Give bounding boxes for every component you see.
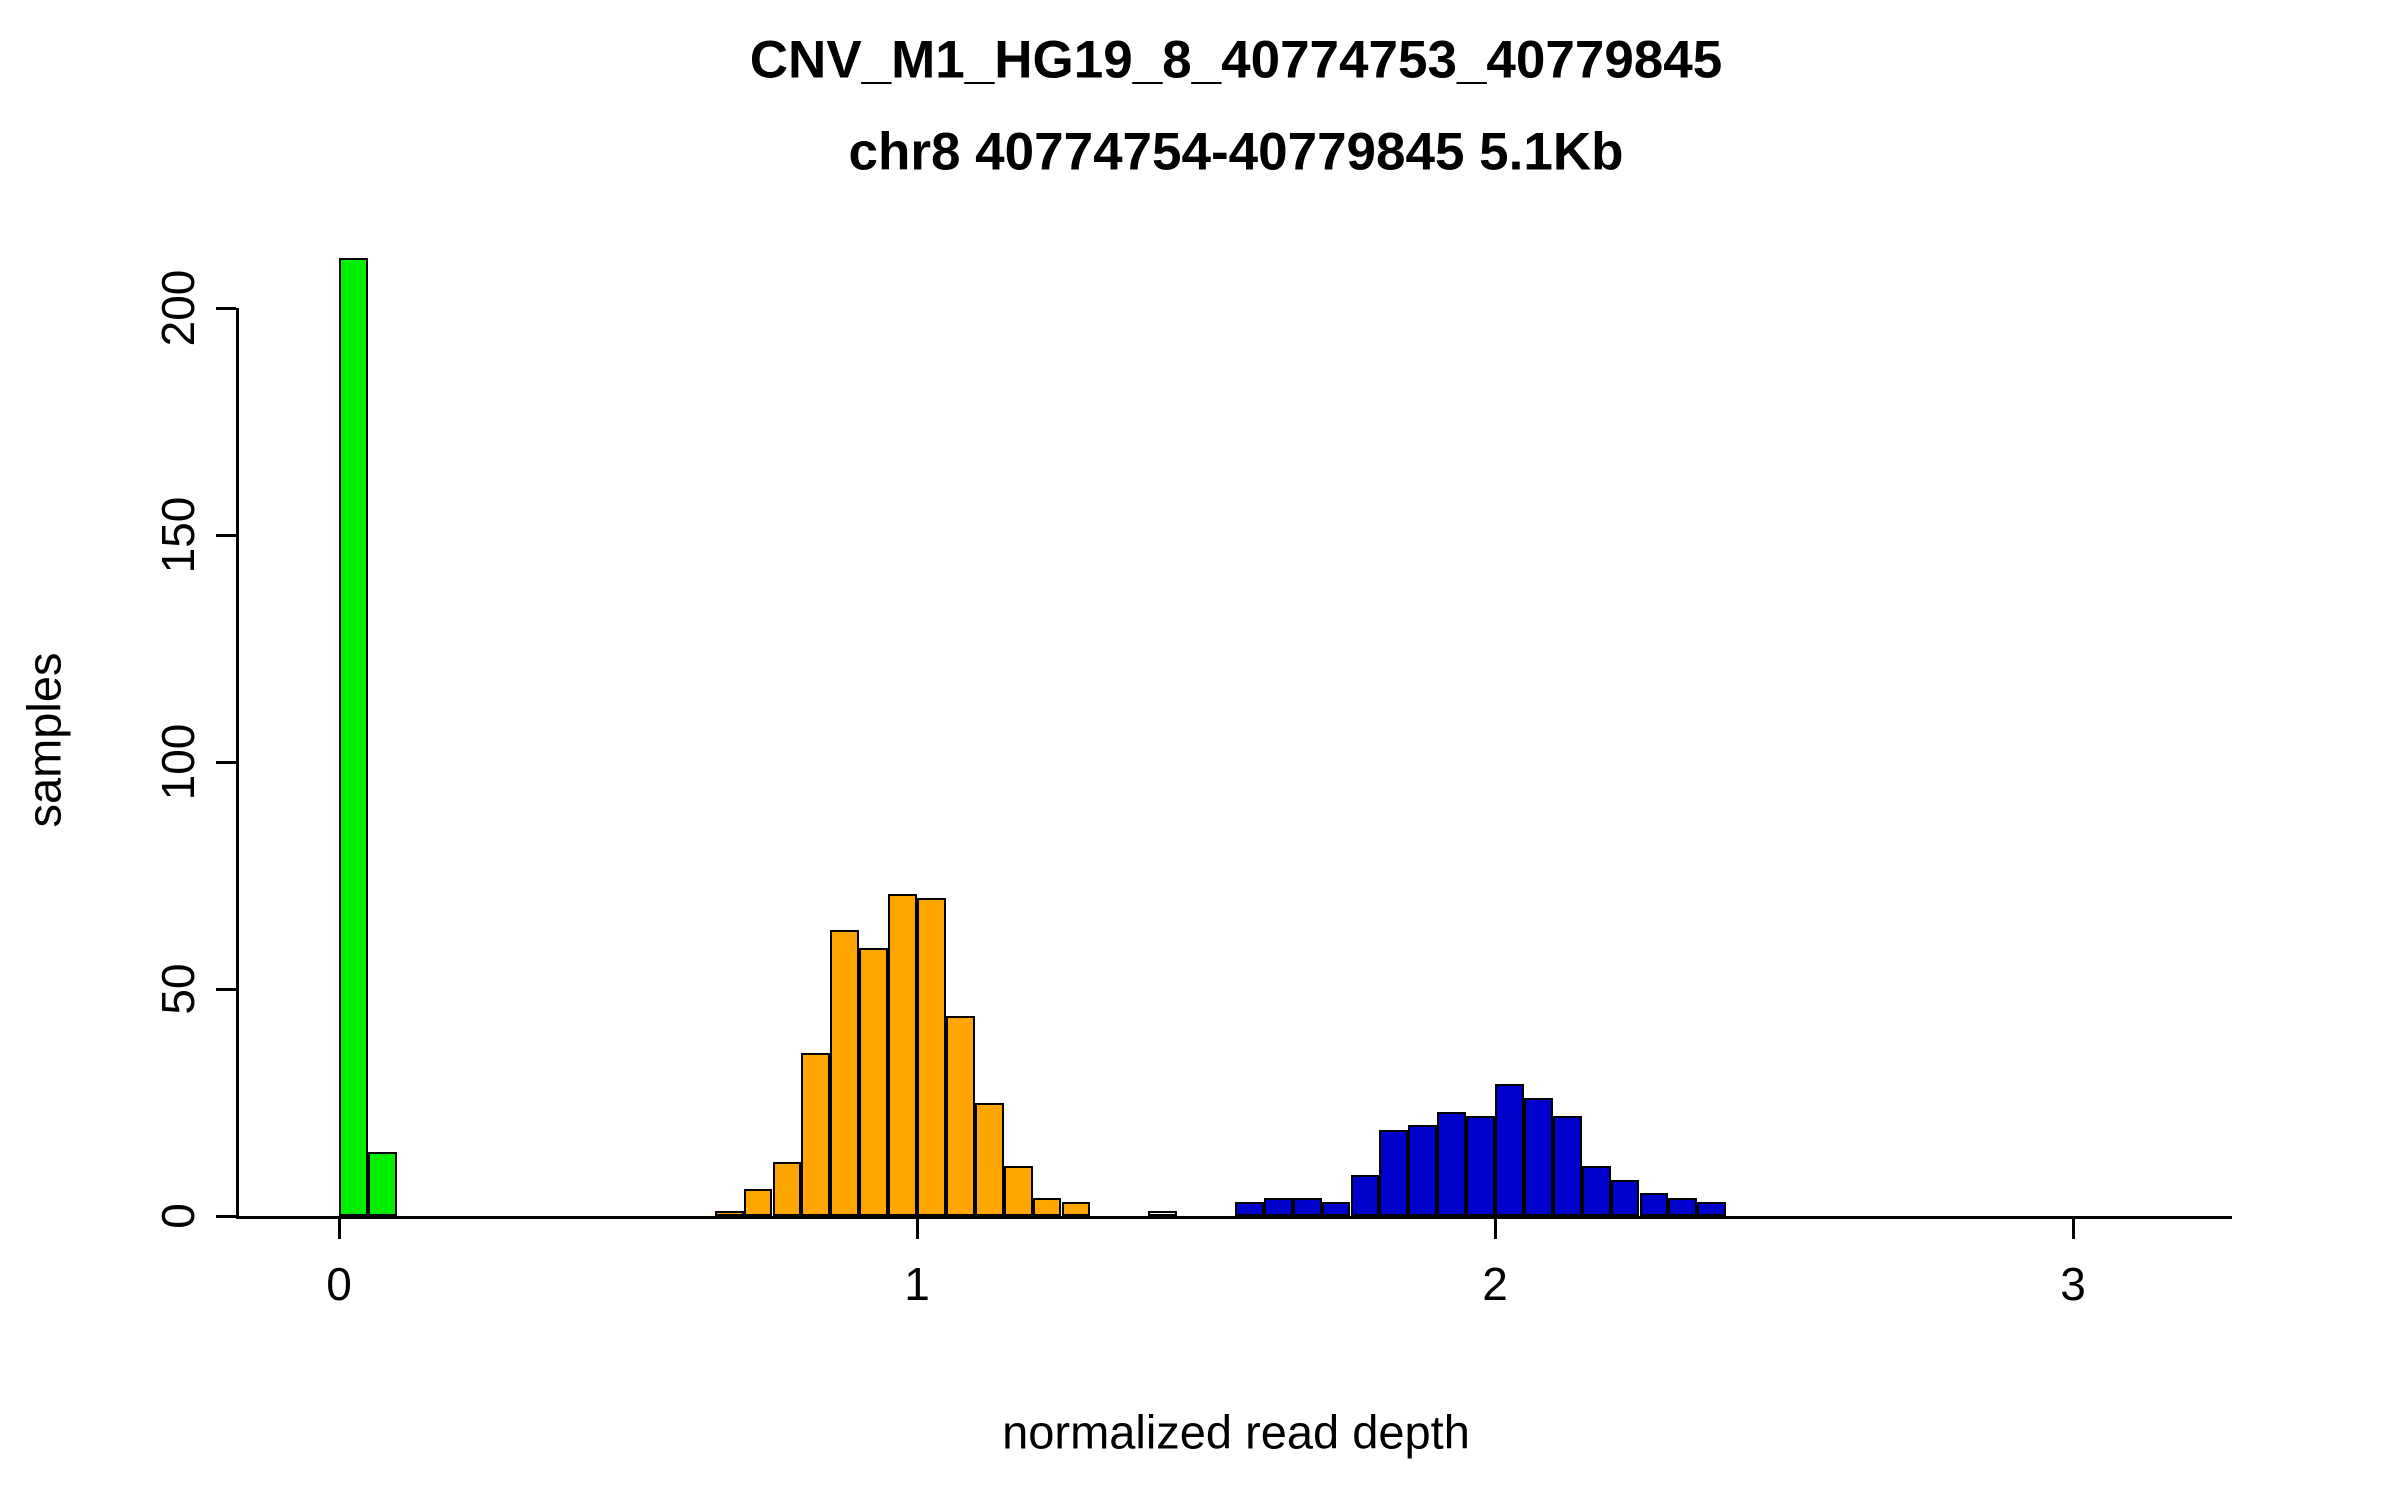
y-axis-title: samples (17, 652, 71, 828)
histogram-bar-orange (772, 1161, 802, 1216)
y-axis-tick (216, 534, 236, 537)
x-axis-line (238, 1216, 2232, 1219)
histogram-bar-orange (917, 898, 946, 1216)
y-tick-label: 50 (152, 963, 204, 1015)
y-tick-label: 0 (152, 1203, 204, 1229)
x-tick-label: 0 (326, 1258, 352, 1310)
x-tick-label: 2 (1482, 1258, 1508, 1310)
y-tick-label: 100 (152, 723, 204, 801)
histogram-bar-blue (1379, 1129, 1409, 1216)
histogram-bar-blue (1639, 1193, 1669, 1216)
histogram-bar-blue (1408, 1125, 1438, 1216)
x-axis-tick (2072, 1219, 2075, 1239)
histogram-bar-blue (1437, 1111, 1467, 1216)
y-axis-tick (216, 761, 236, 764)
histogram-bar-blue (1321, 1202, 1351, 1216)
histogram-bar-orange (1061, 1202, 1091, 1216)
histogram-bar-white (1148, 1211, 1178, 1216)
histogram-bar-orange (714, 1211, 744, 1216)
y-tick-label: 200 (152, 269, 204, 347)
chart-subtitle: chr8 40774754-40779845 5.1Kb (848, 122, 1624, 182)
histogram-bar-orange (1003, 1166, 1033, 1216)
x-axis-tick (1494, 1219, 1497, 1239)
histogram-bar-blue (1263, 1197, 1293, 1216)
histogram-bar-orange (830, 929, 860, 1216)
histogram-bar-blue (1292, 1197, 1322, 1216)
x-tick-label: 1 (904, 1258, 930, 1310)
histogram-bar-green (339, 258, 368, 1216)
x-axis-tick (338, 1219, 341, 1239)
histogram-bar-orange (859, 948, 889, 1216)
histogram-bar-orange (743, 1188, 773, 1216)
histogram-bar-blue (1610, 1179, 1640, 1216)
histogram-bar-blue (1523, 1097, 1553, 1216)
histogram-bar-orange (801, 1052, 831, 1216)
y-tick-label: 150 (152, 496, 204, 574)
x-axis-title: normalized read depth (1002, 1405, 1470, 1459)
histogram-bar-orange (945, 1016, 975, 1216)
histogram-bar-orange (1032, 1197, 1062, 1216)
x-axis-tick (916, 1219, 919, 1239)
x-tick-label: 3 (2060, 1258, 2086, 1310)
histogram-bar-orange (974, 1102, 1004, 1216)
y-axis-tick (216, 1215, 236, 1218)
histogram-bar-blue (1495, 1084, 1524, 1216)
histogram-bar-blue (1234, 1202, 1264, 1216)
y-axis-tick (216, 307, 236, 310)
histogram-bar-blue (1581, 1166, 1611, 1216)
histogram-bar-blue (1552, 1116, 1582, 1216)
histogram-bar-orange (888, 893, 917, 1216)
chart-title: CNV_M1_HG19_8_40774753_40779845 (749, 30, 1723, 90)
histogram-bar-blue (1668, 1197, 1698, 1216)
histogram-bar-blue (1466, 1116, 1495, 1216)
histogram-bar-blue (1697, 1202, 1727, 1216)
histogram-bar-green (367, 1152, 397, 1216)
y-axis-line (236, 308, 239, 1219)
histogram-bar-blue (1350, 1175, 1380, 1216)
y-axis-tick (216, 988, 236, 991)
